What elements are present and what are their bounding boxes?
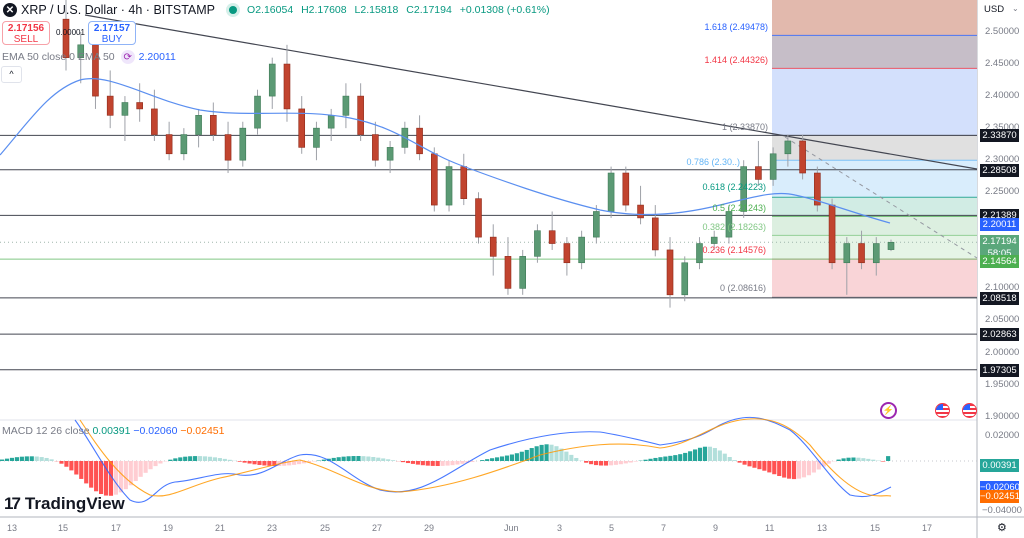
time-tick: 9 <box>713 523 719 533</box>
open-value: O2.16054 <box>247 4 294 16</box>
time-tick: Jun <box>504 523 519 533</box>
time-tick: 21 <box>215 523 226 533</box>
close-x-icon[interactable]: ✕ <box>3 3 17 17</box>
change-value: +0.01308 (+0.61%) <box>459 4 550 16</box>
sell-label: SELL <box>13 34 39 45</box>
price-tag: 2.20011 <box>980 218 1019 232</box>
fib-label: 0 (2.08616) <box>719 283 766 293</box>
time-tick: 15 <box>58 523 69 533</box>
macd-line-value: −0.02060 <box>133 425 178 437</box>
price-tick: 2.40000 <box>985 90 1020 102</box>
price-tag: 2.14564 <box>980 255 1019 269</box>
us-flag-icon[interactable] <box>935 403 950 418</box>
price-tag: 2.17194 <box>980 235 1019 249</box>
fib-label: 0.618 (2.24223) <box>702 182 766 192</box>
price-tick: 2.30000 <box>985 154 1020 166</box>
buy-button[interactable]: 2.17157 BUY <box>88 21 136 45</box>
fib-label: 1.414 (2.44326) <box>704 55 768 65</box>
price-tag: 1.97305 <box>980 363 1019 377</box>
market-status-icon <box>229 6 238 14</box>
gear-icon[interactable]: ⚙ <box>997 522 1007 534</box>
close-value: C2.17194 <box>406 4 452 16</box>
price-tick: 1.95000 <box>985 378 1020 390</box>
time-tick: 7 <box>661 523 667 533</box>
ema-legend[interactable]: EMA 50 close 0 EMA 50 ⟳ 2.20011 <box>2 50 176 64</box>
fib-label: 0.236 (2.14576) <box>702 245 766 255</box>
ema-value: 2.20011 <box>138 51 176 63</box>
time-tick: 19 <box>163 523 174 533</box>
chart-header: ✕ XRP / U.S. Dollar · 4h · BITSTAMP O2.1… <box>0 0 555 20</box>
time-tick: 17 <box>922 523 933 533</box>
price-tick: 2.25000 <box>985 186 1020 198</box>
low-value: L2.15818 <box>354 4 399 16</box>
fib-label: 0.786 (2.30..) <box>686 157 740 167</box>
time-tick: 15 <box>870 523 881 533</box>
price-tick: 2.10000 <box>985 282 1020 294</box>
time-tick: 27 <box>372 523 383 533</box>
time-tick: 29 <box>424 523 435 533</box>
tradingview-mark-icon: 17 <box>4 494 21 513</box>
buy-label: BUY <box>101 34 123 45</box>
price-tick: 2.05000 <box>985 314 1020 326</box>
macd-tick: 0.02000 <box>985 430 1020 441</box>
price-tick: 2.45000 <box>985 58 1020 70</box>
price-tick: 2.00000 <box>985 346 1020 358</box>
currency-selector[interactable]: USD <box>984 4 1005 15</box>
spread-value: 0.00001 <box>56 28 85 37</box>
price-tick: 2.50000 <box>985 26 1020 37</box>
fib-label: 0.382 (2.18263) <box>702 222 766 232</box>
chevron-down-icon[interactable]: ⌄ <box>1012 4 1019 13</box>
macd-tick: −0.04000 <box>982 505 1022 516</box>
high-value: H2.17608 <box>301 4 347 16</box>
macd-hist-value: 0.00391 <box>92 425 131 437</box>
sell-button[interactable]: 2.17156 SELL <box>2 21 50 45</box>
macd-label: MACD 12 26 close <box>2 425 90 437</box>
fib-label: 0.5 (2.21243) <box>712 203 766 213</box>
time-tick: 5 <box>609 523 615 533</box>
macd-signal-value: −0.02451 <box>180 425 225 437</box>
price-tag: −0.02451 <box>980 489 1020 503</box>
time-tick: 17 <box>111 523 122 533</box>
tradingview-logo[interactable]: 17 TradingView <box>4 494 125 514</box>
ema-label: EMA 50 close 0 EMA 50 <box>2 51 115 63</box>
price-tag: 2.33870 <box>980 129 1019 143</box>
price-tag: 2.28508 <box>980 163 1019 177</box>
flash-icon[interactable]: ⚡ <box>880 402 897 419</box>
fib-label: 1 (2.33870) <box>721 122 768 132</box>
price-tag: 0.00391 <box>980 459 1019 473</box>
fib-label: 1.618 (2.49478) <box>704 22 768 32</box>
price-tag: 2.02863 <box>980 328 1019 342</box>
buy-price: 2.17157 <box>93 23 131 34</box>
price-tick: 2.35000 <box>985 122 1020 134</box>
time-tick: 25 <box>320 523 331 533</box>
price-tick: 1.90000 <box>985 410 1020 422</box>
refresh-icon[interactable]: ⟳ <box>120 50 135 64</box>
time-tick: 11 <box>765 523 775 533</box>
sell-price: 2.17156 <box>7 23 45 34</box>
time-tick: 13 <box>7 523 18 533</box>
symbol-title[interactable]: XRP / U.S. Dollar · 4h · BITSTAMP <box>21 3 216 17</box>
time-tick: 13 <box>817 523 828 533</box>
time-tick: 3 <box>557 523 563 533</box>
ohlc-values: O2.16054 H2.17608 L2.15818 C2.17194 +0.0… <box>247 4 555 16</box>
brand-name: TradingView <box>24 494 125 513</box>
time-tick: 23 <box>267 523 278 533</box>
us-flag-icon[interactable] <box>962 403 977 418</box>
macd-legend[interactable]: MACD 12 26 close 0.00391 −0.02060 −0.024… <box>2 425 224 437</box>
price-tag: 2.08518 <box>980 291 1019 305</box>
chevron-up-icon[interactable]: ^ <box>1 66 22 83</box>
